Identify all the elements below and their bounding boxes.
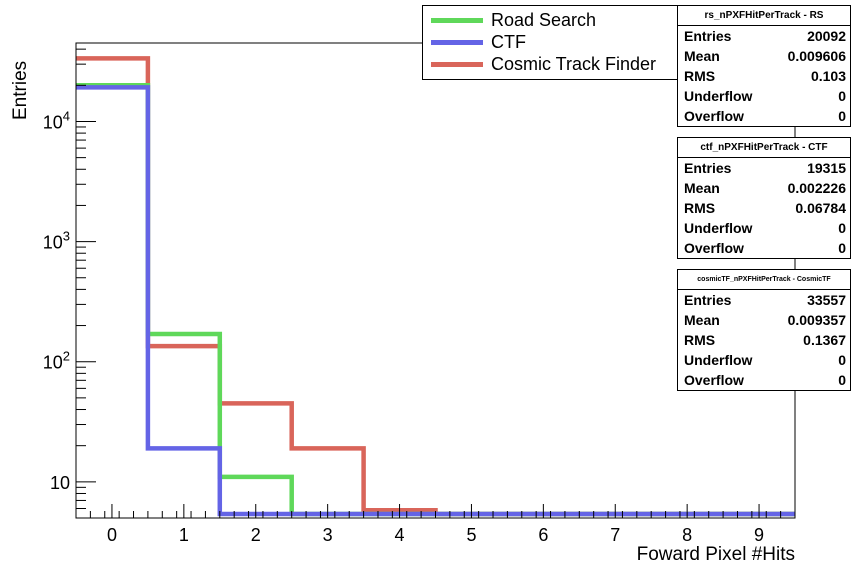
stat-value: 0 — [838, 220, 846, 236]
stat-row: RMS 0.06784 — [678, 198, 850, 218]
stat-label: Entries — [684, 28, 732, 44]
stat-box-cosmictf: cosmicTF_nPXFHitPerTrack - CosmicTF Entr… — [677, 269, 851, 391]
x-tick-label: 9 — [754, 525, 764, 545]
stat-row: Entries 19315 — [678, 158, 850, 178]
stat-box-rs: rs_nPXFHitPerTrack - RS Entries 20092 Mea… — [677, 5, 851, 127]
stat-row: Underflow 0 — [678, 350, 850, 370]
stat-value: 0.103 — [810, 68, 846, 84]
stat-value: 0 — [838, 240, 846, 256]
stat-row: Underflow 0 — [678, 218, 850, 238]
stat-row: RMS 0.103 — [678, 66, 850, 86]
stat-label: Overflow — [684, 108, 744, 124]
legend-entry-road-search: Road Search — [423, 9, 596, 31]
stat-label: Underflow — [684, 88, 753, 104]
stat-value: 0.06784 — [795, 200, 846, 216]
legend-label: Cosmic Track Finder — [491, 53, 657, 74]
stat-label: RMS — [684, 68, 716, 84]
stat-label: Mean — [684, 180, 720, 196]
stat-value: 0 — [838, 108, 846, 124]
legend: Road Search CTF Cosmic Track Finder — [422, 5, 679, 80]
stat-value: 0.002226 — [787, 180, 846, 196]
axis-ticks — [75, 48, 796, 519]
stat-value: 33557 — [807, 292, 846, 308]
stat-row: Mean 0.009357 — [678, 310, 850, 330]
stat-box-title: rs_nPXFHitPerTrack - RS — [678, 6, 850, 26]
legend-entry-cosmic-track-finder: Cosmic Track Finder — [423, 53, 656, 75]
stat-row: Mean 0.009606 — [678, 46, 850, 66]
x-tick-label: 6 — [538, 525, 548, 545]
stat-label: Overflow — [684, 240, 744, 256]
stat-label: Underflow — [684, 352, 753, 368]
stat-row: Entries 20092 — [678, 26, 850, 46]
stat-label: Mean — [684, 312, 720, 328]
x-tick-label: 8 — [682, 525, 692, 545]
y-tick-label: 104 — [43, 108, 70, 132]
stat-row: Overflow 0 — [678, 370, 850, 390]
x-tick-label: 4 — [395, 525, 405, 545]
stat-label: Underflow — [684, 220, 753, 236]
stat-row: Overflow 0 — [678, 106, 850, 126]
stat-value: 20092 — [807, 28, 846, 44]
stat-label: Overflow — [684, 372, 744, 388]
stat-label: RMS — [684, 200, 716, 216]
stat-value: 0 — [838, 372, 846, 388]
stat-value: 0 — [838, 88, 846, 104]
legend-swatch — [431, 17, 483, 23]
tick-labels: 0 1 2 3 4 5 6 7 8 9 10 102 103 104 — [43, 108, 764, 545]
stat-label: RMS — [684, 332, 716, 348]
stat-row: Underflow 0 — [678, 86, 850, 106]
stat-value: 19315 — [807, 160, 846, 176]
legend-label: CTF — [491, 31, 526, 52]
legend-entry-ctf: CTF — [423, 31, 526, 53]
stat-label: Mean — [684, 48, 720, 64]
stat-label: Entries — [684, 160, 732, 176]
x-axis-label: Foward Pixel #Hits — [637, 544, 795, 565]
x-tick-label: 3 — [323, 525, 333, 545]
stat-box-title: cosmicTF_nPXFHitPerTrack - CosmicTF — [678, 270, 850, 290]
legend-swatch — [431, 39, 483, 45]
stat-row: Mean 0.002226 — [678, 178, 850, 198]
stat-row: RMS 0.1367 — [678, 330, 850, 350]
x-tick-label: 0 — [107, 525, 117, 545]
stat-label: Entries — [684, 292, 732, 308]
stat-row: Entries 33557 — [678, 290, 850, 310]
stat-value: 0 — [838, 352, 846, 368]
legend-label: Road Search — [491, 9, 597, 30]
y-tick-label: 103 — [43, 229, 70, 253]
x-tick-label: 1 — [179, 525, 189, 545]
stat-value: 0.009357 — [787, 312, 846, 328]
stat-value: 0.009606 — [787, 48, 846, 64]
x-tick-label: 5 — [466, 525, 476, 545]
stat-box-ctf: ctf_nPXFHitPerTrack - CTF Entries 19315 M… — [677, 137, 851, 259]
stat-box-title: ctf_nPXFHitPerTrack - CTF — [678, 138, 850, 158]
x-tick-label: 7 — [610, 525, 620, 545]
x-tick-label: 2 — [251, 525, 261, 545]
y-tick-label: 102 — [43, 349, 70, 373]
legend-swatch — [431, 61, 483, 67]
stat-row: Overflow 0 — [678, 238, 850, 258]
y-tick-label: 10 — [50, 473, 70, 493]
y-axis-label: Entries — [10, 61, 31, 120]
stat-value: 0.1367 — [803, 332, 846, 348]
